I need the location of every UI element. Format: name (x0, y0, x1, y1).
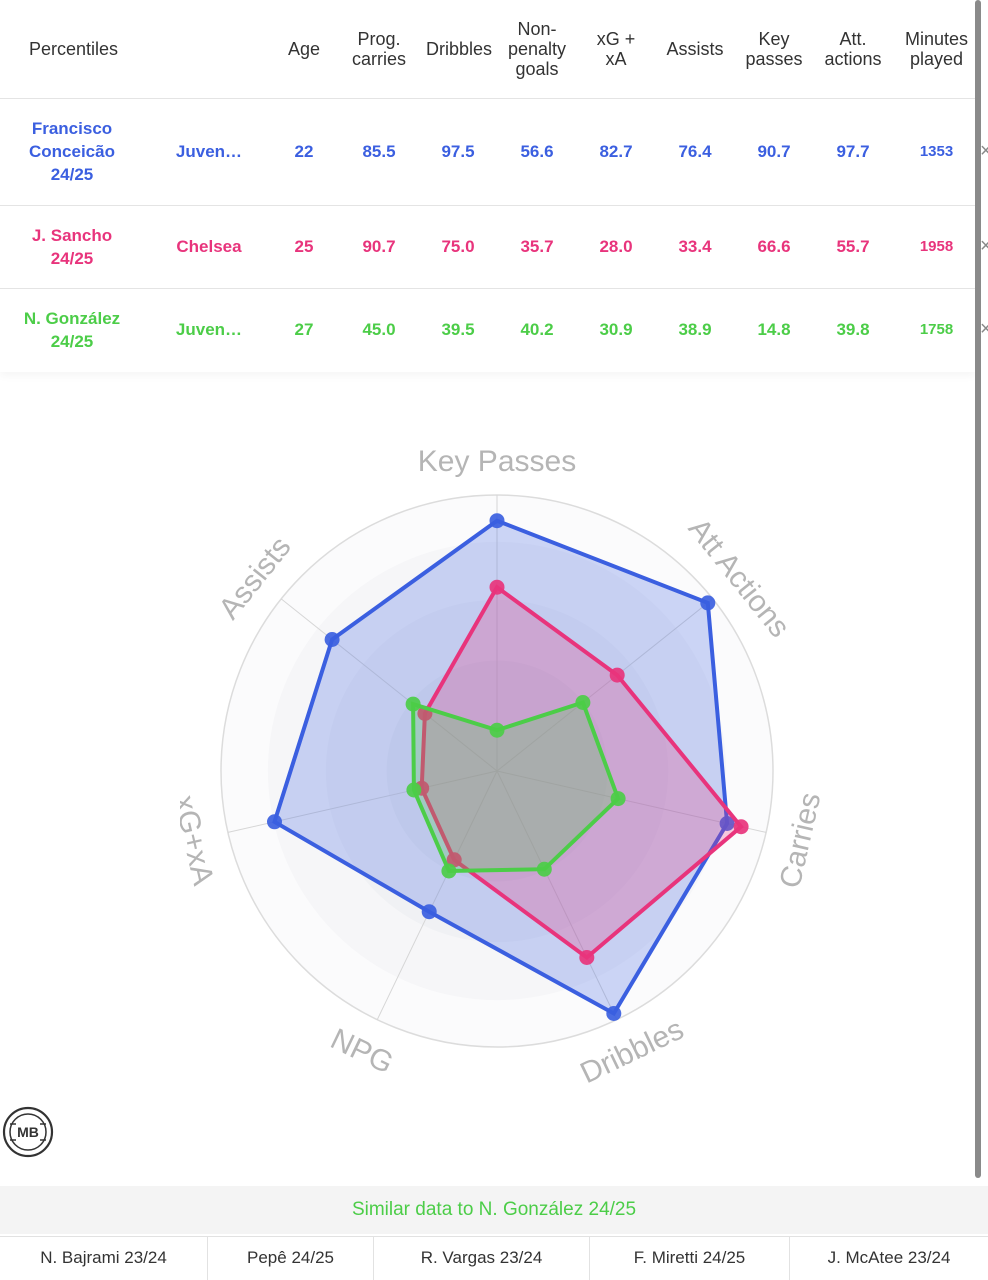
logo-text: MB (17, 1124, 39, 1140)
similar-player-item[interactable]: F. Miretti 24/25 (590, 1237, 790, 1280)
xgxa-value: 28.0 (582, 205, 650, 289)
header-xgxa[interactable]: xG + xA (582, 0, 650, 99)
radar-point-assists (324, 632, 340, 647)
radar-series-area (411, 700, 621, 874)
att-actions-value: 39.8 (836, 320, 870, 340)
radar-series-area (419, 584, 744, 961)
remove-row-icon[interactable]: × (980, 235, 988, 257)
assists-value: 76.4 (650, 98, 740, 206)
radar-point-carries (610, 791, 626, 807)
att-actions-value: 55.7 (808, 205, 898, 289)
radar-series-3 (405, 695, 626, 879)
radar-point-carries (719, 816, 735, 831)
radar-series-layer (267, 513, 749, 1021)
minutes-value: 1758 (919, 321, 954, 339)
similar-data-title: Similar data to N. González 24/25 (0, 1186, 988, 1234)
header-dribbles[interactable]: Dribbles (424, 0, 492, 99)
table-header-row: Percentiles Age Prog. carries Dribbles No… (0, 0, 975, 99)
radar-axis-label-key-passes: Key Passes (418, 445, 576, 478)
radar-spoke (496, 598, 714, 772)
assists-value: 38.9 (678, 320, 712, 340)
radar-point-key-passes (489, 513, 505, 529)
table-row[interactable]: Francisco Conceicão 24/25 Juven… 22 85.5 9… (0, 98, 975, 206)
radar-point-key-passes (489, 579, 505, 595)
remove-row-icon[interactable]: × (980, 140, 988, 162)
npg-value: 56.6 (492, 98, 582, 206)
header-team (144, 0, 274, 99)
age-value: 27 (294, 320, 314, 340)
radar-series-2 (414, 579, 749, 965)
header-prog-carries[interactable]: Prog. carries (334, 0, 424, 99)
key-passes-value: 90.7 (740, 98, 808, 206)
header-percentiles: Percentiles (0, 0, 144, 99)
similar-player-item[interactable]: R. Vargas 23/24 (374, 1237, 590, 1280)
header-assists[interactable]: Assists (650, 0, 740, 99)
header-age[interactable]: Age (274, 0, 334, 99)
att-actions-value: 97.7 (808, 98, 898, 206)
radar-point-att-actions (700, 595, 716, 611)
radar-point-xg-xa (406, 782, 422, 798)
header-minutes[interactable]: Minutes played (898, 0, 975, 99)
header-npg[interactable]: Non-penalty goals (492, 0, 582, 99)
key-passes-value: 14.8 (757, 320, 791, 340)
assists-value: 33.4 (650, 205, 740, 289)
player-name[interactable]: J. Sancho 24/25 (0, 205, 144, 289)
radar-point-assists (405, 696, 421, 712)
minutes-value: 1958 (898, 205, 975, 289)
prog-carries-value: 90.7 (334, 205, 424, 289)
radar-point-carries (733, 819, 749, 835)
dribbles-value: 75.0 (424, 205, 492, 289)
team-name: Juven… (175, 320, 243, 340)
team-name: Juven… (144, 98, 274, 206)
radar-point-att-actions (575, 695, 591, 710)
mb-logo-icon: MB (2, 1106, 54, 1158)
radar-point-dribbles (579, 950, 595, 965)
player-name[interactable]: N. González 24/25 (23, 308, 121, 351)
comparison-table-container: Percentiles Age Prog. carries Dribbles No… (0, 0, 975, 372)
header-att-actions[interactable]: Att. actions (808, 0, 898, 99)
radar-spoke (376, 770, 498, 1020)
radar-axis-label-npg: NPG (325, 1023, 398, 1081)
similar-player-item[interactable]: N. Bajrami 23/24 (0, 1237, 208, 1280)
prog-carries-value: 85.5 (334, 98, 424, 206)
radar-point-dribbles (536, 861, 552, 877)
radar-point-key-passes (489, 722, 505, 738)
radar-point-npg (421, 904, 437, 920)
radar-point-npg (441, 863, 457, 879)
npg-value: 35.7 (492, 205, 582, 289)
radar-series-area (272, 518, 730, 1017)
radar-spoke (280, 598, 498, 772)
radar-point-xg-xa (267, 814, 282, 830)
table-row[interactable]: N. González 24/25 Juven… 27 45.0 39.5 40.… (0, 288, 975, 371)
player-name[interactable]: Francisco Conceicão 24/25 (0, 98, 144, 206)
radar-point-dribbles (606, 1006, 622, 1021)
age-value: 25 (274, 205, 334, 289)
dribbles-value: 39.5 (441, 320, 475, 340)
age-value: 22 (274, 98, 334, 206)
header-key-passes[interactable]: Key passes (740, 0, 808, 99)
similar-player-item[interactable]: J. McAtee 23/24 (827, 1248, 951, 1267)
minutes-value: 1353 (898, 98, 975, 206)
radar-spoke (496, 770, 618, 1020)
radar-series-1 (267, 513, 735, 1021)
team-name: Chelsea (144, 205, 274, 289)
xgxa-value: 82.7 (582, 98, 650, 206)
radar-point-att-actions (609, 667, 625, 683)
radar-point-npg (446, 852, 462, 868)
similar-player-item[interactable]: Pepê 24/25 (208, 1237, 374, 1280)
scrollbar[interactable] (975, 0, 981, 1178)
key-passes-value: 66.6 (740, 205, 808, 289)
xgxa-value: 30.9 (599, 320, 633, 340)
prog-carries-value: 45.0 (362, 320, 396, 340)
npg-value: 40.2 (520, 320, 554, 340)
similar-players-list: N. Bajrami 23/24 Pepê 24/25 R. Vargas 23… (0, 1236, 988, 1280)
table-row[interactable]: J. Sancho 24/25 Chelsea 25 90.7 75.0 35.7… (0, 205, 975, 289)
remove-row-icon[interactable]: × (980, 318, 988, 340)
dribbles-value: 97.5 (424, 98, 492, 206)
comparison-table: Percentiles Age Prog. carries Dribbles No… (0, 0, 975, 371)
radar-axis-label-xg-xa: xG+xA (180, 792, 220, 888)
radar-axis-label-carries: Carries (774, 790, 820, 892)
